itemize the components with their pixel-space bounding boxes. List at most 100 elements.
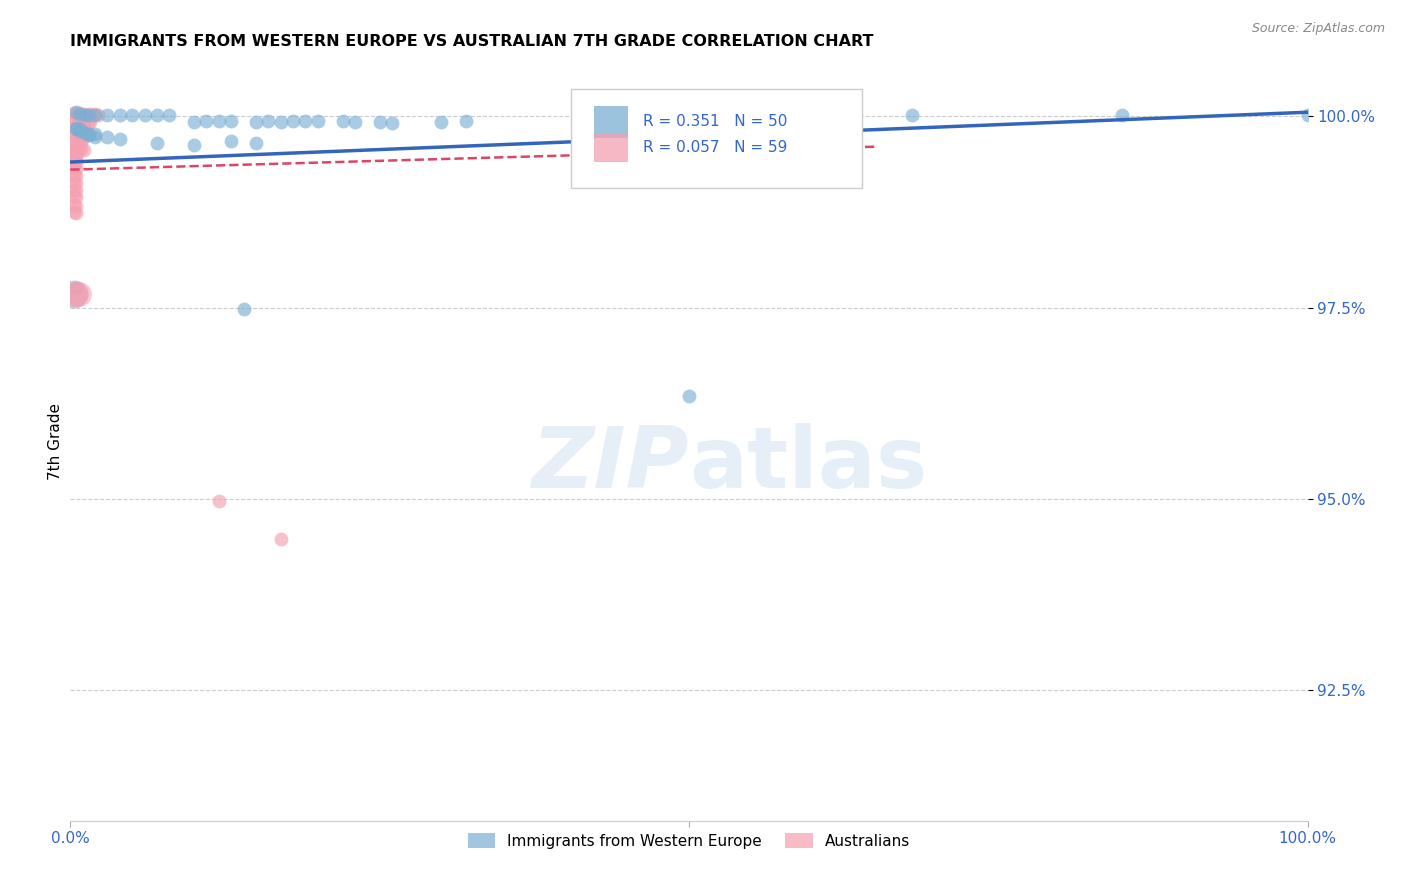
Point <box>65 136 87 150</box>
Point <box>70 142 93 156</box>
Point <box>63 128 86 143</box>
Point <box>67 114 90 128</box>
Point <box>108 108 131 122</box>
Point <box>270 532 292 546</box>
Point <box>63 161 86 175</box>
Point <box>63 106 86 120</box>
Point <box>63 204 86 219</box>
Point <box>219 114 242 128</box>
FancyBboxPatch shape <box>571 89 862 187</box>
Text: atlas: atlas <box>689 423 927 506</box>
Point <box>75 126 97 140</box>
Point <box>63 287 86 301</box>
Point <box>146 136 169 150</box>
Point <box>900 107 922 121</box>
Point <box>65 122 87 136</box>
Point <box>86 107 108 121</box>
Point <box>69 107 91 121</box>
Point <box>77 127 100 141</box>
Point <box>232 301 254 316</box>
Point <box>63 168 86 182</box>
Point <box>343 115 366 129</box>
Point <box>245 115 267 129</box>
Point <box>63 147 86 161</box>
Point <box>73 129 96 144</box>
Point <box>73 123 96 137</box>
Point <box>76 116 98 130</box>
Point <box>63 175 86 189</box>
Point <box>65 190 87 204</box>
Point <box>183 115 205 129</box>
Point <box>67 287 90 301</box>
Point <box>146 108 169 122</box>
Point <box>67 141 90 155</box>
Point <box>67 121 90 136</box>
Point <box>63 286 86 301</box>
Point <box>65 169 87 183</box>
Point <box>65 205 87 219</box>
Point <box>67 135 90 149</box>
Point <box>65 183 87 197</box>
Text: R = 0.351   N = 50: R = 0.351 N = 50 <box>643 114 787 129</box>
Text: Source: ZipAtlas.com: Source: ZipAtlas.com <box>1251 22 1385 36</box>
Point <box>84 107 107 121</box>
Point <box>678 388 700 402</box>
Point <box>79 115 101 129</box>
Point <box>84 129 107 144</box>
Point <box>63 141 86 155</box>
Point <box>157 107 180 121</box>
Point <box>307 113 329 128</box>
Point <box>183 138 205 153</box>
Point <box>65 120 87 135</box>
Point <box>65 122 87 136</box>
Point <box>65 199 87 213</box>
Point <box>70 107 93 121</box>
Point <box>67 106 90 120</box>
Bar <box>593 133 628 161</box>
Point <box>65 161 87 176</box>
Point <box>75 107 97 121</box>
Point <box>245 136 267 150</box>
Point <box>65 150 87 164</box>
Point <box>70 128 93 143</box>
Point <box>63 183 86 197</box>
Point <box>69 122 91 136</box>
Point <box>63 189 86 203</box>
Point <box>65 155 87 169</box>
Y-axis label: 7th Grade: 7th Grade <box>48 403 63 480</box>
Point <box>96 130 118 145</box>
Point <box>65 115 87 129</box>
Point <box>65 176 87 190</box>
Point <box>108 132 131 146</box>
Point <box>430 115 453 129</box>
Point <box>65 105 87 120</box>
Point <box>67 128 90 143</box>
Point <box>63 139 86 153</box>
Point <box>219 134 242 148</box>
Point <box>65 140 87 154</box>
Point <box>69 124 91 138</box>
Point <box>84 128 107 142</box>
Text: R = 0.057   N = 59: R = 0.057 N = 59 <box>643 140 787 155</box>
Point <box>73 143 96 157</box>
Point <box>281 114 304 128</box>
Point <box>63 114 86 128</box>
Point <box>63 149 86 163</box>
Point <box>65 107 87 121</box>
Point <box>63 121 86 136</box>
Point <box>65 287 87 301</box>
Point <box>96 108 118 122</box>
Point <box>77 108 100 122</box>
Point <box>65 128 87 143</box>
Point <box>63 135 86 149</box>
Text: IMMIGRANTS FROM WESTERN EUROPE VS AUSTRALIAN 7TH GRADE CORRELATION CHART: IMMIGRANTS FROM WESTERN EUROPE VS AUSTRA… <box>70 34 873 49</box>
Point <box>75 107 97 121</box>
Point <box>70 115 93 129</box>
Point <box>381 116 404 130</box>
Point <box>208 493 231 508</box>
Point <box>195 114 218 128</box>
Point <box>368 115 391 129</box>
Point <box>70 136 93 150</box>
Point <box>77 128 100 143</box>
Bar <box>593 105 628 137</box>
